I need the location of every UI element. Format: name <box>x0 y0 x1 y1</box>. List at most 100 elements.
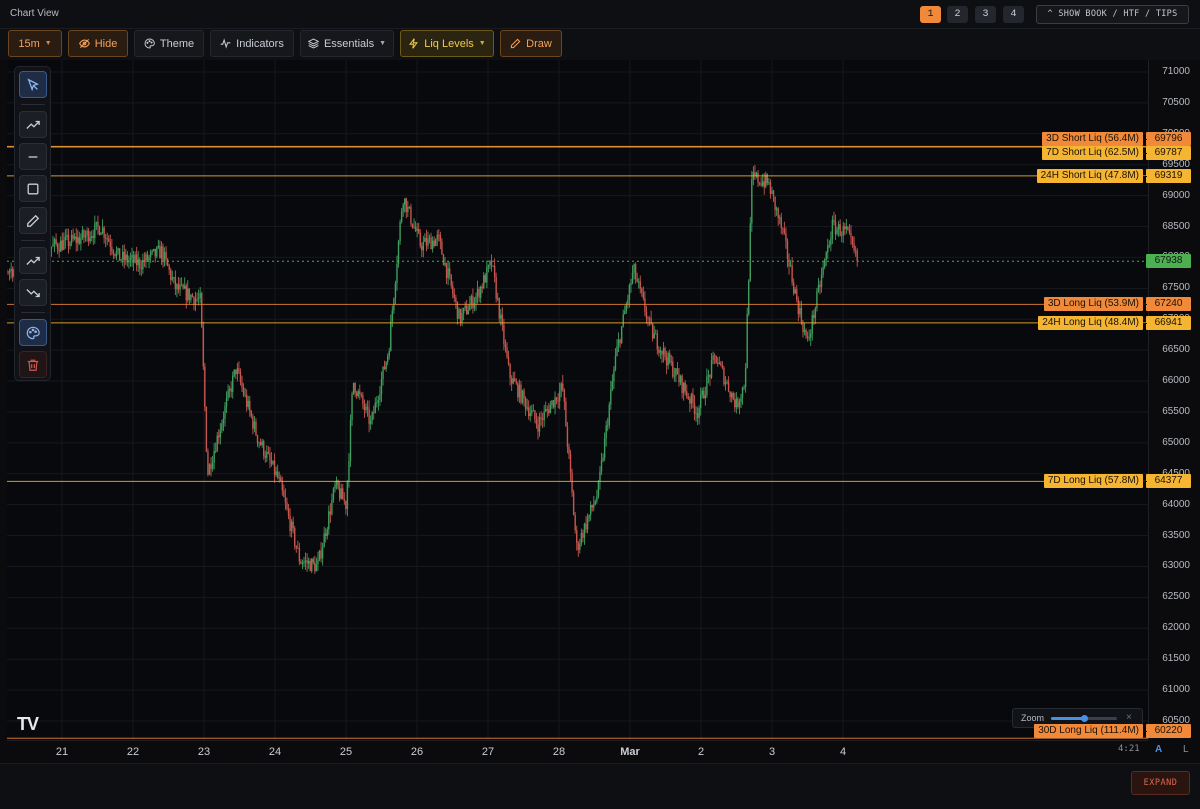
candle-body <box>386 356 389 362</box>
candle-body <box>844 226 846 229</box>
candle-body <box>459 309 462 323</box>
candle-body <box>698 407 700 418</box>
chart-canvas[interactable] <box>7 60 1148 740</box>
essentials-dropdown[interactable]: Essentials ▼ <box>300 30 394 57</box>
candle-body <box>433 240 435 246</box>
indicators-button[interactable]: Indicators <box>210 30 294 57</box>
show-book-button[interactable]: ^ SHOW BOOK / HTF / TIPS <box>1036 5 1189 24</box>
color-palette-tool[interactable] <box>19 319 47 346</box>
liq-level-lines <box>7 145 1148 739</box>
log-scale-toggle[interactable]: L <box>1183 744 1189 755</box>
price-tick-label: 64000 <box>1162 498 1190 510</box>
zoom-slider-handle[interactable] <box>1080 715 1088 722</box>
candle-body <box>267 452 270 454</box>
chevron-down-icon: ▼ <box>44 40 52 47</box>
candle-body <box>244 394 246 396</box>
candle-body <box>53 239 56 244</box>
candle-body <box>467 310 469 315</box>
delete-tool[interactable] <box>19 351 47 378</box>
candle-body <box>157 245 160 248</box>
trend-line-tool[interactable] <box>19 111 47 138</box>
candle-body <box>351 393 353 421</box>
candle-body <box>848 230 851 233</box>
candle-body <box>70 234 73 244</box>
candle-body <box>831 219 834 239</box>
theme-button[interactable]: Theme <box>134 30 204 57</box>
candle-body <box>638 281 640 283</box>
candle-body <box>97 221 99 227</box>
candle-body <box>108 238 110 242</box>
pane-4-button[interactable]: 4 <box>1003 6 1024 23</box>
auto-scale-toggle[interactable]: A <box>1155 744 1163 755</box>
long-position-tool[interactable] <box>19 247 47 274</box>
candle-body <box>197 297 200 299</box>
liq-price-tag: 60220 <box>1146 724 1191 738</box>
hide-button[interactable]: Hide <box>68 30 128 57</box>
candle-body <box>479 286 482 298</box>
candle-body <box>160 246 163 259</box>
candle-body <box>371 412 373 421</box>
candle-body <box>91 236 93 238</box>
candle-body <box>216 435 218 452</box>
zoom-slider[interactable] <box>1051 715 1117 722</box>
candle-body <box>359 391 361 394</box>
candle-body <box>165 252 167 260</box>
pane-3-button[interactable]: 3 <box>975 6 996 23</box>
candle-body <box>171 277 173 280</box>
chart-svg[interactable] <box>7 60 1148 740</box>
candle-body <box>225 398 228 407</box>
candle-body <box>72 234 74 239</box>
rectangle-tool[interactable] <box>19 175 47 202</box>
horizontal-line-tool[interactable] <box>19 143 47 170</box>
candle-body <box>382 366 384 380</box>
pane-2-button[interactable]: 2 <box>947 6 968 23</box>
candle-body <box>256 435 259 443</box>
timeframe-dropdown[interactable]: 15m ▼ <box>8 30 62 57</box>
candle-body <box>345 501 347 510</box>
candle-body <box>484 275 487 283</box>
expand-button[interactable]: EXPAND <box>1131 771 1190 795</box>
candle-body <box>580 532 583 544</box>
candle-body <box>574 515 576 531</box>
candle-body <box>532 410 535 412</box>
candle-body <box>771 190 773 194</box>
date-label: 27 <box>481 746 495 758</box>
candle-body <box>816 291 818 309</box>
candle-body <box>639 281 641 289</box>
candle-body <box>734 399 736 408</box>
date-label: 21 <box>55 746 69 758</box>
close-icon[interactable]: × <box>1126 712 1132 723</box>
candle-body <box>266 452 268 458</box>
candle-body <box>562 383 564 390</box>
candle-body <box>239 372 242 383</box>
pane-1-button[interactable]: 1 <box>920 6 941 23</box>
trend-line-icon <box>26 120 40 129</box>
candle-body <box>151 250 153 253</box>
cursor-tool[interactable] <box>19 71 47 98</box>
draw-button[interactable]: Draw <box>500 30 562 57</box>
candle-body <box>58 249 60 252</box>
candle-body <box>788 258 790 267</box>
time-axis[interactable]: 21 22 23 24 25 26 27 28 Mar 2 3 4 <box>7 740 1148 763</box>
candle-body <box>422 241 425 251</box>
brush-tool[interactable] <box>19 207 47 234</box>
candle-body <box>163 252 166 262</box>
candle-body <box>214 450 217 452</box>
candle-body <box>805 329 807 337</box>
candle-body <box>510 378 513 384</box>
candle-body <box>232 375 234 392</box>
date-label: 4 <box>839 746 847 758</box>
liq-levels-dropdown[interactable]: Liq Levels ▼ <box>400 30 494 57</box>
candle-body <box>413 226 415 228</box>
candle-body <box>111 246 113 251</box>
candle-body <box>407 206 409 212</box>
candle-body <box>261 441 263 446</box>
short-position-tool[interactable] <box>19 279 47 306</box>
candle-body <box>501 314 504 325</box>
candle-body <box>98 226 101 235</box>
candle-body <box>651 323 654 339</box>
candle-body <box>744 368 747 387</box>
candle-body <box>696 413 699 418</box>
candle-body <box>772 190 775 197</box>
candle-body <box>548 409 550 414</box>
